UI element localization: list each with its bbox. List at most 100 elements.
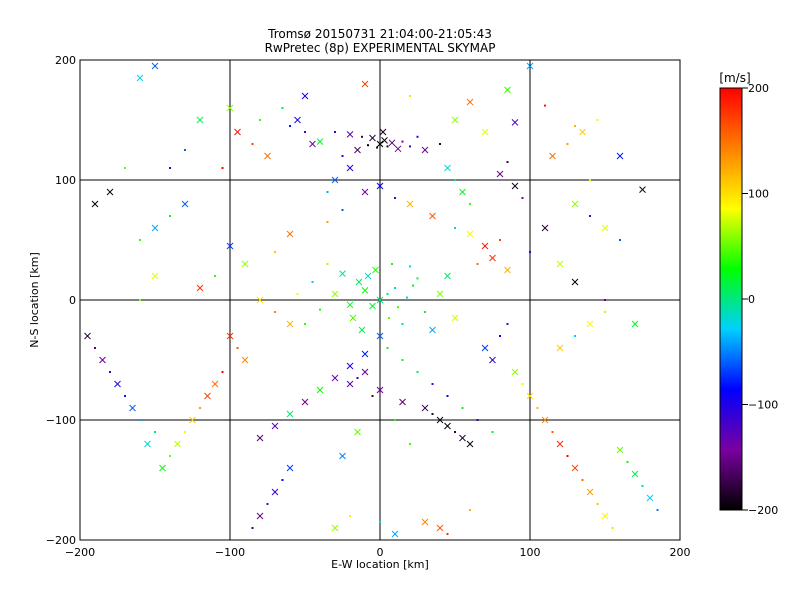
data-point-cross	[444, 272, 451, 280]
data-point-cross	[579, 128, 586, 136]
data-point-cross	[241, 356, 249, 364]
data-point-cross	[286, 230, 294, 238]
data-point-cross	[489, 254, 496, 262]
data-point-cross	[91, 200, 99, 208]
data-point-dot	[491, 431, 494, 433]
data-point-cross	[639, 186, 646, 193]
data-point-cross	[346, 301, 354, 309]
data-point-cross	[381, 137, 388, 144]
data-point-dot	[274, 311, 276, 313]
data-point-cross	[586, 320, 594, 328]
colorbar-tick-label: 200	[748, 82, 769, 95]
data-point-cross	[211, 380, 219, 388]
data-point-cross	[481, 344, 489, 352]
data-point-dot	[589, 179, 591, 181]
data-point-dot	[274, 251, 276, 253]
data-point-cross	[349, 314, 357, 322]
data-point-cross	[549, 152, 556, 160]
data-point-cross	[106, 188, 114, 196]
data-point-cross	[271, 422, 279, 430]
x-axis: −200 −100 0 100 200	[65, 60, 691, 559]
data-point-cross	[376, 332, 384, 340]
data-point-cross	[204, 392, 211, 400]
data-point-dot	[499, 335, 501, 337]
data-point-dot	[251, 143, 254, 145]
data-point-cross	[631, 320, 639, 328]
data-point-cross	[316, 386, 324, 394]
data-point-cross	[526, 392, 534, 400]
data-point-dot	[566, 143, 569, 145]
data-point-cross	[339, 270, 346, 277]
data-point-cross	[556, 260, 564, 268]
y-axis-label: N-S location [km]	[28, 252, 41, 348]
data-point-cross	[151, 224, 159, 232]
data-point-cross	[241, 260, 249, 268]
data-point-dot	[304, 131, 306, 133]
data-point-cross	[136, 74, 144, 82]
data-point-cross	[466, 98, 474, 106]
y-axis: −200 −100 0 100 200	[46, 54, 680, 547]
data-point-cross	[376, 182, 384, 190]
data-point-cross	[511, 368, 519, 376]
data-point-cross	[331, 290, 339, 298]
data-point-dot	[529, 251, 531, 253]
data-point-cross	[616, 446, 624, 454]
data-point-dot	[169, 215, 171, 217]
data-point-cross	[99, 356, 106, 364]
data-point-cross	[394, 145, 402, 153]
data-point-dot	[574, 335, 576, 337]
data-point-cross	[301, 92, 309, 100]
data-point-cross	[496, 170, 504, 178]
data-point-cross	[444, 422, 451, 430]
data-point-cross	[256, 434, 264, 442]
data-point-dot	[521, 197, 524, 199]
data-point-cross	[331, 524, 339, 532]
data-point-dot	[536, 407, 539, 409]
data-point-dot	[544, 104, 546, 107]
data-point-dot	[349, 515, 351, 517]
data-point-dot	[416, 371, 419, 373]
data-point-cross	[376, 140, 384, 148]
data-point-dot	[409, 95, 411, 97]
data-point-dot	[446, 533, 449, 535]
data-point-dot	[394, 197, 396, 199]
data-point-cross	[511, 182, 519, 190]
data-point-dot	[566, 455, 569, 457]
data-point-dot	[199, 407, 201, 409]
data-point-dot	[401, 140, 404, 143]
data-point-cross	[354, 146, 361, 154]
data-point-dot	[221, 167, 224, 169]
data-point-cross	[361, 368, 369, 376]
chart-title: Tromsø 20150731 21:04:00-21:05:43	[267, 27, 492, 41]
data-point-dot	[371, 395, 374, 397]
chart-subtitle: RwPretec (8p) EXPERIMENTAL SKYMAP	[265, 41, 496, 55]
colorbar-tick-label: 0	[748, 293, 755, 306]
data-point-dot	[596, 503, 599, 505]
data-point-cross	[556, 440, 564, 448]
data-point-dot	[169, 167, 171, 169]
x-tick-label: −100	[215, 546, 245, 559]
data-point-cross	[151, 62, 159, 70]
data-point-cross	[489, 356, 496, 364]
data-point-dot	[406, 296, 408, 299]
data-point-cross	[226, 332, 234, 340]
data-point-cross	[151, 272, 159, 280]
data-point-cross	[421, 146, 429, 154]
data-point-cross	[286, 320, 294, 328]
data-point-dot	[304, 323, 306, 325]
data-point-dot	[124, 167, 126, 169]
data-point-cross	[481, 128, 489, 136]
data-point-cross	[466, 440, 474, 448]
data-point-dot	[454, 431, 456, 433]
data-point-cross	[399, 398, 406, 406]
data-point-cross	[646, 494, 654, 502]
colorbar-ticks: 200 100 0 −100 −200	[742, 82, 778, 517]
data-point-dot	[454, 179, 456, 181]
colorbar-unit: [m/s]	[719, 71, 750, 85]
data-point-cross	[451, 314, 459, 322]
data-point-cross	[196, 116, 204, 124]
data-point-dot	[431, 413, 434, 415]
data-point-dot	[356, 377, 359, 379]
data-point-cross	[466, 230, 474, 238]
data-point-cross	[181, 200, 189, 208]
